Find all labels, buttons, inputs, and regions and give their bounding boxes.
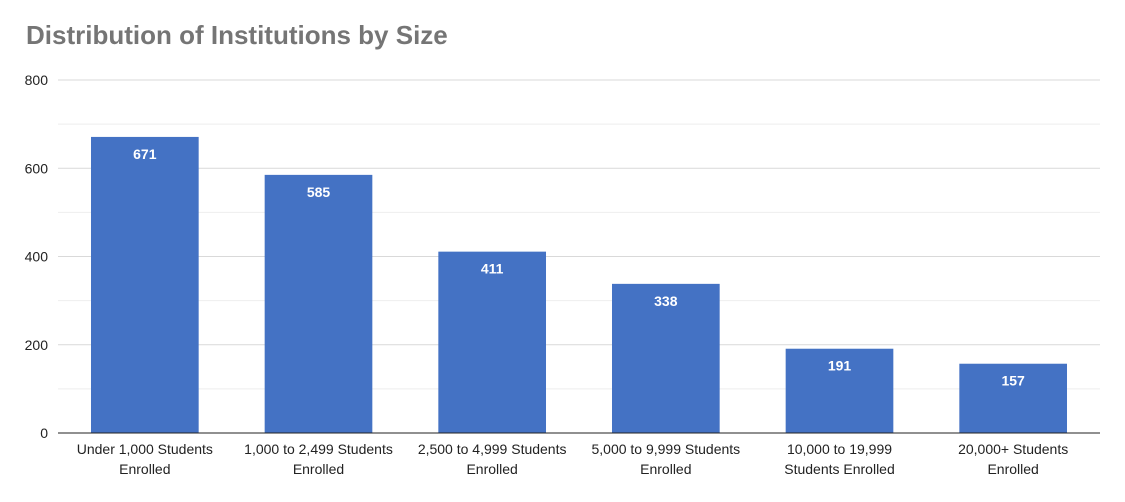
y-tick-label: 400 [25, 249, 49, 265]
y-tick-label: 0 [40, 425, 48, 441]
x-tick-label: Students Enrolled [784, 461, 895, 477]
data-label: 671 [133, 146, 157, 162]
x-tick-label: Enrolled [293, 461, 344, 477]
data-label: 411 [481, 261, 504, 277]
gridlines [58, 79, 1100, 390]
x-tick-label: 2,500 to 4,999 Students [418, 441, 567, 457]
y-tick-label: 200 [25, 337, 49, 353]
x-tick-label: 10,000 to 19,999 [787, 441, 892, 457]
bar [90, 136, 199, 433]
x-tick-label: 5,000 to 9,999 Students [591, 441, 740, 457]
x-tick-label: 20,000+ Students [958, 441, 1068, 457]
bar [611, 283, 720, 433]
x-tick-label: 1,000 to 2,499 Students [244, 441, 393, 457]
bar [264, 174, 373, 433]
x-tick-label: Enrolled [640, 461, 691, 477]
bar [959, 363, 1068, 433]
bar [438, 251, 547, 433]
bars [90, 136, 1068, 433]
data-label: 338 [654, 293, 678, 309]
x-tick-label: Enrolled [119, 461, 170, 477]
x-tick-label: Under 1,000 Students [77, 441, 213, 457]
chart-title: Distribution of Institutions by Size [26, 20, 448, 50]
bar [785, 348, 894, 433]
data-label: 157 [1001, 373, 1025, 389]
data-label: 191 [828, 358, 852, 374]
y-tick-label: 800 [25, 72, 49, 88]
labels: 0 200 400 600 800 671 Under 1,000 Students Enro… [25, 72, 1069, 477]
y-tick-label: 600 [25, 160, 49, 176]
x-tick-label: Enrolled [466, 461, 517, 477]
data-label: 585 [307, 184, 331, 200]
x-tick-label: Enrolled [987, 461, 1038, 477]
